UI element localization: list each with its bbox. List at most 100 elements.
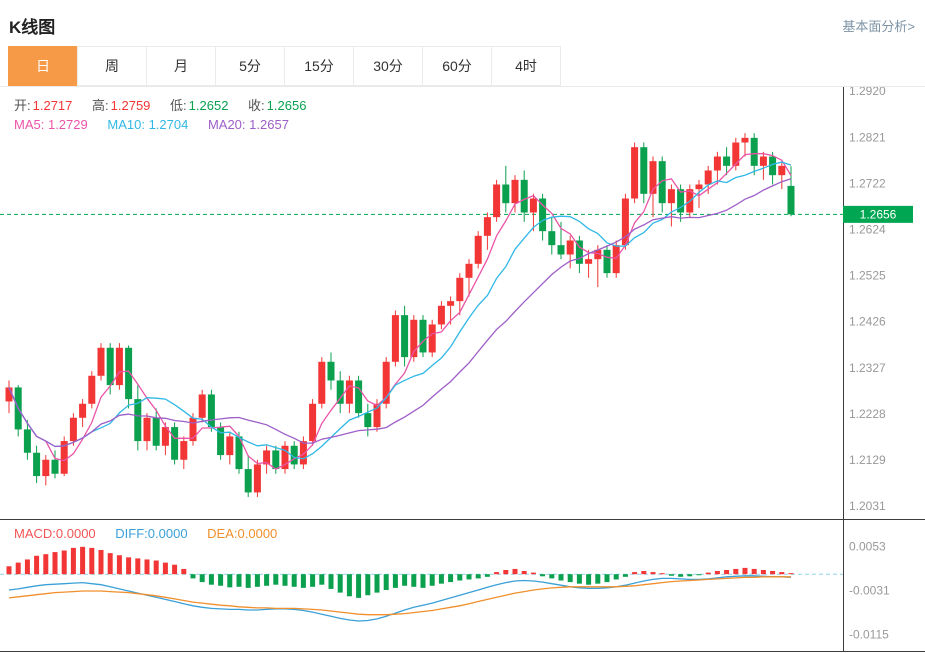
candle-body xyxy=(60,441,68,474)
y-axis-tick: 1.2624 xyxy=(849,222,886,236)
macd-bar xyxy=(659,573,665,575)
macd-bar xyxy=(622,574,628,577)
candle-body xyxy=(355,380,363,414)
macd-bar xyxy=(199,574,205,583)
candle-body xyxy=(318,361,326,404)
tab-15分[interactable]: 15分 xyxy=(284,46,354,86)
candle-body xyxy=(345,380,353,404)
y-axis-tick: 1.2525 xyxy=(849,268,886,282)
macd-bar xyxy=(484,574,490,577)
tab-日[interactable]: 日 xyxy=(8,46,78,86)
candle-body xyxy=(33,452,41,477)
macd-bar xyxy=(356,574,362,598)
candle-body xyxy=(382,361,390,404)
candlestick-chart[interactable]: 1.2920 1.2821 1.2722 1.2624 1.2525 1.2426 1.23… xyxy=(0,87,925,519)
macd-bar xyxy=(760,569,766,575)
diff-value: 0.0000 xyxy=(147,526,188,541)
tab-月[interactable]: 月 xyxy=(146,46,216,86)
macd-bar xyxy=(80,546,86,575)
candle-body xyxy=(281,445,289,470)
macd-bar xyxy=(34,555,40,575)
ma10-label: MA10: xyxy=(107,117,145,132)
macd-bar xyxy=(190,574,196,579)
candle-body xyxy=(125,347,133,400)
candle-body xyxy=(364,413,372,428)
low-value: 1.2652 xyxy=(188,98,229,113)
macd-axis-tick: -0.0115 xyxy=(849,628,889,642)
candle-body xyxy=(658,161,666,204)
moving-average-lines xyxy=(8,153,792,470)
candle-body xyxy=(115,347,123,386)
candle-body xyxy=(456,277,464,302)
candle-body xyxy=(373,403,381,428)
macd-legend: MACD:0.0000 DIFF:0.0000 DEA:0.0000 xyxy=(14,526,293,541)
tab-周[interactable]: 周 xyxy=(77,46,147,86)
candle-body xyxy=(677,189,685,213)
macd-bar xyxy=(632,572,638,575)
candle-body xyxy=(621,198,629,246)
candlestick-panel: 1.2920 1.2821 1.2722 1.2624 1.2525 1.2426 1.23… xyxy=(0,86,925,519)
macd-bar xyxy=(98,549,104,575)
candle-body xyxy=(741,137,749,143)
macd-bar xyxy=(770,571,776,575)
macd-bar xyxy=(678,574,684,577)
candle-body xyxy=(309,403,317,442)
macd-bar xyxy=(43,554,49,575)
y-axis-tick: 1.2228 xyxy=(849,407,886,421)
candle-body xyxy=(594,249,602,260)
macd-bar xyxy=(218,574,224,586)
macd-bar xyxy=(282,574,288,586)
ma20-label: MA20: xyxy=(207,117,246,132)
macd-bar xyxy=(365,574,371,596)
candle-body xyxy=(502,184,510,204)
tab-30分[interactable]: 30分 xyxy=(353,46,423,86)
macd-bar xyxy=(162,562,168,575)
candle-body xyxy=(695,184,703,190)
macd-chart[interactable]: 0.0053 -0.0031 -0.0115 xyxy=(0,520,925,651)
candle-body xyxy=(750,137,758,166)
dea-value: 0.0000 xyxy=(237,526,278,541)
candle-body xyxy=(483,217,491,236)
ma10-value: 1.2704 xyxy=(148,117,189,132)
macd-bar xyxy=(420,574,426,588)
macd-bar xyxy=(264,574,270,586)
tab-bar: 日周月 5分 15分 30分 60分 4时 xyxy=(0,46,925,86)
ohlc-legend: 开: 1.2717 高: 1.2759 低: 1.2652 收: 1.2656 xyxy=(14,95,322,114)
candle-body xyxy=(649,161,657,194)
macd-bar xyxy=(337,574,343,593)
candle-body xyxy=(520,179,528,213)
macd-bar xyxy=(733,568,739,575)
macd-bar xyxy=(328,574,334,589)
tab-60分[interactable]: 60分 xyxy=(422,46,492,86)
ma5-label: MA5: xyxy=(14,117,45,132)
candle-body xyxy=(704,170,712,185)
fundamental-analysis-link[interactable]: 基本面分析> xyxy=(842,18,915,34)
candle-body xyxy=(585,259,593,264)
candle-body xyxy=(253,464,261,493)
macd-bar xyxy=(724,569,730,575)
macd-bar xyxy=(310,574,316,587)
candle-body xyxy=(207,394,215,428)
macd-axis-tick: 0.0053 xyxy=(849,539,886,553)
y-axis-tick: 1.2327 xyxy=(849,361,886,375)
macd-bar xyxy=(604,574,610,583)
candle-body xyxy=(97,347,105,376)
tab-5分[interactable]: 5分 xyxy=(215,46,285,86)
page-header: K线图 基本面分析> xyxy=(0,0,925,46)
tab-4时[interactable]: 4时 xyxy=(491,46,561,86)
macd-bar xyxy=(402,574,408,586)
candle-body xyxy=(88,375,96,404)
candle-body xyxy=(401,315,409,358)
high-label: 高: xyxy=(92,98,109,113)
macd-bar xyxy=(300,574,306,588)
close-value: 1.2656 xyxy=(266,98,307,113)
low-label: 低: xyxy=(170,98,187,113)
candle-body xyxy=(769,156,777,176)
candle-body xyxy=(419,319,427,353)
candle-body xyxy=(299,441,307,465)
current-price-tag: 1.2656 xyxy=(843,205,913,223)
macd-bar xyxy=(52,552,58,575)
y-axis-tick: 1.2821 xyxy=(849,130,886,144)
macd-bar xyxy=(512,568,518,575)
macd-bar xyxy=(705,572,711,575)
